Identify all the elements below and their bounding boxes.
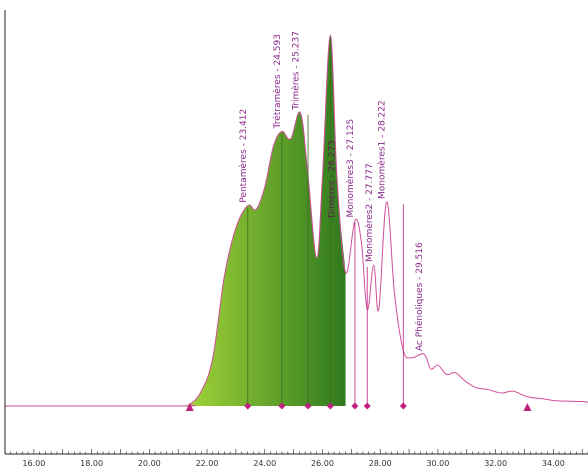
peak-label: Dimères - 26.273	[326, 140, 337, 218]
integration-start-end-marker	[185, 403, 194, 411]
peak-baseline-marker	[244, 402, 252, 410]
x-tick-label: 16.00	[22, 459, 45, 468]
x-tick-label: 20.00	[138, 459, 161, 468]
peak-label: Monomères2 - 27.777	[364, 163, 375, 262]
peak-baseline-marker	[278, 402, 286, 410]
peak-label: Ac Phénoliques - 29.516	[414, 242, 425, 351]
x-tick-label: 18.00	[80, 459, 103, 468]
chromatogram-line	[5, 34, 588, 407]
peak-label: Monomères1 - 28.222	[377, 100, 388, 199]
chromatogram-trace-layer	[5, 34, 588, 407]
green-filled-area	[178, 35, 346, 406]
x-tick-label: 26.00	[311, 459, 334, 468]
x-tick-label: 22.00	[196, 459, 219, 468]
peak-baseline-marker	[304, 402, 312, 410]
baseline-markers	[185, 402, 532, 411]
peak-baseline-marker	[326, 402, 334, 410]
peak-label: Trimères - 25.237	[290, 31, 301, 111]
filled-peak-area	[178, 35, 346, 406]
peak-baseline-marker	[351, 402, 359, 410]
peak-labels: Pentamères - 23.412 Trétramères - 24.593 T…	[238, 31, 425, 351]
peak-baseline-marker	[363, 402, 371, 410]
integration-start-end-marker	[523, 403, 532, 411]
x-tick-label: 32.00	[484, 459, 507, 468]
peak-label: Pentamères - 23.412	[238, 109, 249, 203]
x-tick-label: 28.00	[369, 459, 392, 468]
x-tick-label: 34.00	[542, 459, 565, 468]
x-tick-label: 30.00	[426, 459, 449, 468]
peak-label: Monomères3 - 27.125	[345, 119, 356, 218]
x-tick-label: 24.00	[253, 459, 276, 468]
peak-baseline-marker	[399, 402, 407, 410]
x-axis: 16.00 18.00 20.00 22.00 24.00 26.00 28.00 30.00…	[4, 10, 588, 468]
peak-drop-lines	[247, 37, 404, 406]
peak-label: Trétramères - 24.593	[272, 34, 283, 129]
